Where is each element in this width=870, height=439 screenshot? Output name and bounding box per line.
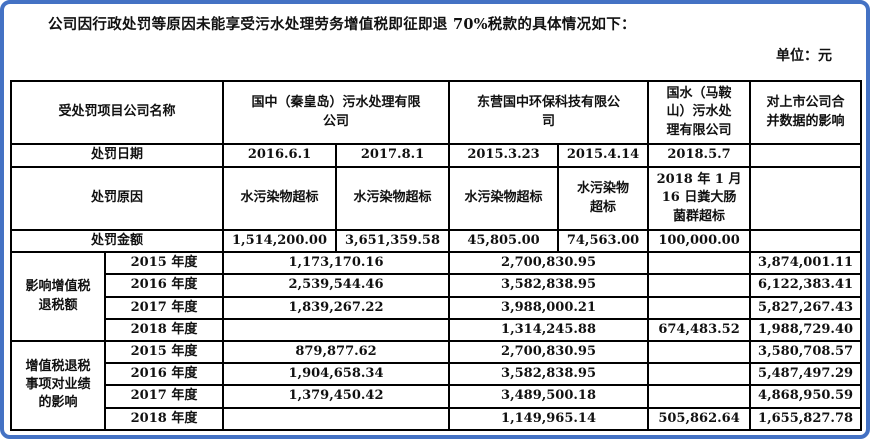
amount-cell-guoshui (647, 339, 752, 365)
penalty-situation-table: 受处罚项目公司名称 国中（秦皇岛）污水处理有限 公司 东营国中环保科技有限公 司… (9, 80, 863, 431)
amount-cell-guozhong: 2,539,544.46 (222, 273, 451, 298)
table-row-s1-2016: 2016 年度 2,539,544.46 3,582,838.95 6,122,… (11, 273, 863, 298)
penalty-reason-cell (749, 166, 863, 231)
penalty-date-cell (749, 143, 863, 168)
amount-cell-dongying: 3,489,500.18 (448, 384, 650, 409)
row-label-penalty-date: 处罚日期 (9, 143, 225, 168)
section-label-performance-impact: 增值税退税 事项对业绩 的影响 (10, 339, 106, 431)
amount-cell-dongying: 1,314,245.88 (448, 317, 650, 342)
amount-cell-total: 5,487,497.29 (749, 362, 863, 387)
amount-cell-guozhong: 1,839,267.22 (222, 295, 451, 320)
table-row-penalty-date: 处罚日期 2016.6.1 2017.8.1 2015.3.23 2015.4.… (9, 143, 863, 168)
header-row-label: 受处罚项目公司名称 (9, 80, 225, 145)
amount-cell-guozhong: 879,877.62 (222, 339, 451, 365)
table-row-s2-2016: 2016 年度 1,904,658.34 3,582,838.95 5,487,… (11, 362, 863, 387)
table-row-penalty-amount: 处罚金额 1,514,200.00 3,651,359.58 45,805.00… (9, 228, 863, 254)
amount-cell-total: 1,988,729.40 (749, 317, 863, 342)
amount-cell-guoshui (647, 362, 752, 387)
year-label: 2017 年度 (103, 295, 225, 320)
amount-cell-dongying: 3,582,838.95 (448, 362, 650, 387)
year-label: 2018 年度 (103, 317, 225, 342)
amount-cell-dongying: 3,988,000.21 (448, 295, 650, 320)
amount-cell-dongying: 3,582,838.95 (448, 273, 650, 298)
amount-cell-dongying: 2,700,830.95 (448, 339, 650, 365)
penalty-amount-cell: 45,805.00 (448, 228, 560, 254)
penalty-reason-cell: 水污染物超标 (335, 166, 451, 231)
row-label-penalty-reason: 处罚原因 (9, 166, 225, 231)
table-row-s1-2018: 2018 年度 1,314,245.88 674,483.52 1,988,72… (11, 317, 863, 342)
table-row-s2-2018: 2018 年度 1,149,965.14 505,862.64 1,655,82… (11, 406, 863, 431)
amount-cell-total: 3,580,708.57 (749, 339, 863, 365)
penalty-amount-cell: 3,651,359.58 (335, 228, 451, 254)
penalty-date-cell: 2016.6.1 (222, 143, 338, 168)
row-label-penalty-amount: 处罚金额 (9, 228, 225, 254)
table-row-s2-2017: 2017 年度 1,379,450.42 3,489,500.18 4,868,… (11, 384, 863, 409)
document-title: 公司因行政处罚等原因未能享受污水处理劳务增值税即征即退 70%税款的具体情况如下… (48, 16, 636, 33)
penalty-reason-cell: 水污染物超标 (222, 166, 338, 231)
amount-cell-total: 6,122,383.41 (749, 273, 863, 298)
table-row-penalty-reason: 处罚原因 水污染物超标 水污染物超标 水污染物超标 水污染物 超标 2018 年… (9, 166, 863, 231)
year-label: 2015 年度 (103, 339, 225, 365)
amount-cell-guoshui (647, 273, 752, 298)
penalty-amount-cell: 100,000.00 (647, 228, 752, 254)
amount-cell-total: 3,874,001.11 (749, 251, 863, 276)
penalty-date-cell: 2017.8.1 (335, 143, 451, 168)
amount-cell-dongying: 1,149,965.14 (448, 406, 650, 431)
table-row-s1-2017: 2017 年度 1,839,267.22 3,988,000.21 5,827,… (11, 295, 863, 320)
table-row-company-header: 受处罚项目公司名称 国中（秦皇岛）污水处理有限 公司 东营国中环保科技有限公 司… (9, 80, 863, 145)
penalty-amount-cell (749, 228, 863, 254)
company-header-guoshui: 国水（马鞍 山）污水处 理有限公司 (647, 80, 752, 145)
penalty-date-cell: 2018.5.7 (647, 143, 752, 168)
company-header-guozhong: 国中（秦皇岛）污水处理有限 公司 (222, 80, 451, 145)
amount-cell-guozhong: 1,904,658.34 (222, 362, 451, 387)
amount-cell-guozhong: 1,379,450.42 (222, 384, 451, 409)
penalty-date-cell: 2015.4.14 (557, 143, 650, 168)
amount-cell-total: 4,868,950.59 (749, 384, 863, 409)
amount-cell-total: 1,655,827.78 (749, 406, 863, 431)
amount-cell-dongying: 2,700,830.95 (448, 251, 650, 276)
amount-cell-guozhong: 1,173,170.16 (222, 251, 451, 276)
amount-cell-guoshui (647, 251, 752, 276)
company-header-dongying: 东营国中环保科技有限公 司 (448, 80, 650, 145)
amount-cell-guoshui: 505,862.64 (647, 406, 752, 431)
amount-cell-total: 5,827,267.43 (749, 295, 863, 320)
amount-cell-guozhong (222, 317, 451, 342)
unit-label: 单位：元 (776, 48, 832, 64)
penalty-date-cell: 2015.3.23 (448, 143, 560, 168)
penalty-amount-cell: 1,514,200.00 (222, 228, 338, 254)
amount-cell-guoshui (647, 295, 752, 320)
amount-cell-guozhong (222, 406, 451, 431)
year-label: 2018 年度 (103, 406, 225, 431)
penalty-reason-cell: 2018 年 1 月 16 日粪大肠 菌群超标 (647, 166, 752, 231)
penalty-reason-cell: 水污染物 超标 (557, 166, 650, 231)
year-label: 2016 年度 (103, 362, 225, 387)
table-row-s1-2015: 影响增值税 退税额 2015 年度 1,173,170.16 2,700,830… (10, 251, 863, 342)
company-header-consolidated: 对上市公司合 并数据的影响 (749, 80, 863, 145)
year-label: 2015 年度 (103, 251, 225, 276)
penalty-amount-cell: 74,563.00 (557, 228, 650, 254)
penalty-reason-cell: 水污染物超标 (448, 166, 560, 231)
year-label: 2017 年度 (103, 384, 225, 409)
section-label-vat-refund-impact: 影响增值税 退税额 (10, 251, 106, 342)
year-label: 2016 年度 (103, 273, 225, 298)
amount-cell-guoshui: 674,483.52 (647, 317, 752, 342)
table-row-s2-2015: 增值税退税 事项对业绩 的影响 2015 年度 879,877.62 2,700… (10, 339, 863, 431)
amount-cell-guoshui (647, 384, 752, 409)
